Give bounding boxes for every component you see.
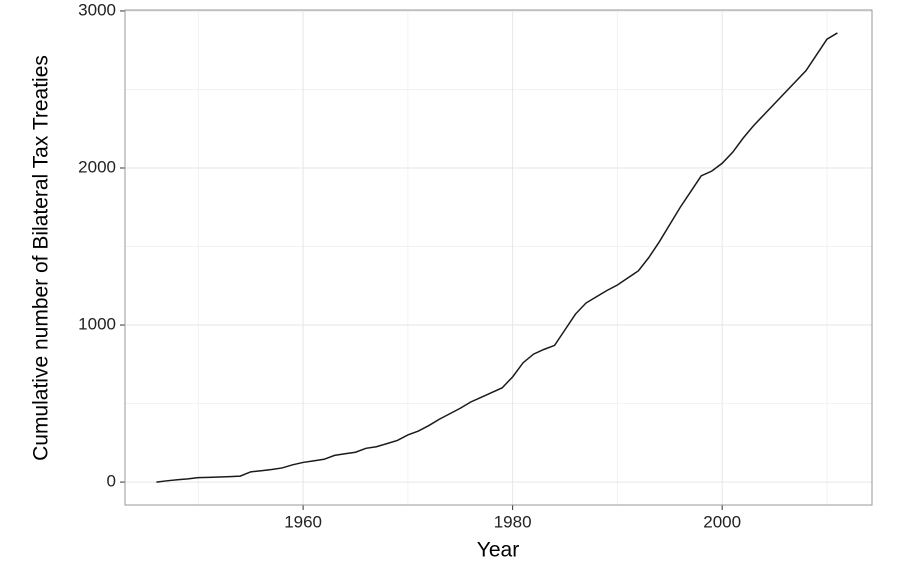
panel-border — [124, 9, 873, 506]
y-tick-label: 2000 — [78, 157, 116, 176]
x-tick-label: 1980 — [494, 512, 532, 531]
x-axis-label: Year — [477, 539, 519, 562]
y-tick-label: 0 — [107, 472, 116, 491]
y-axis-label: Cumulative number of Bilateral Tax Treat… — [30, 55, 53, 461]
y-tick-label: 1000 — [78, 315, 116, 334]
data-line — [156, 32, 838, 483]
x-tick-label: 2000 — [703, 512, 741, 531]
y-tick-label: 3000 — [78, 0, 116, 19]
x-tick-label: 1960 — [284, 512, 322, 531]
